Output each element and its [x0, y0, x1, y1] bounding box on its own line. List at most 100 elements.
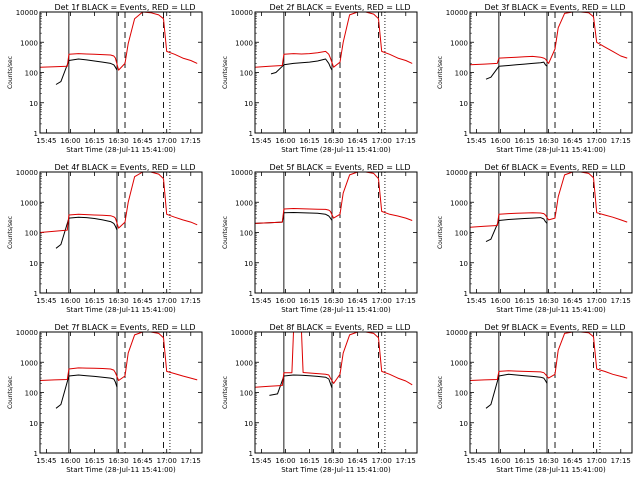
y-axis-label: Counts/sec [222, 56, 229, 89]
y-tick-label: 10000 [446, 329, 468, 337]
x-tick-label: 16:30 [109, 137, 129, 145]
y-axis-label: Counts/sec [7, 376, 14, 409]
y-tick-label: 10 [29, 100, 38, 108]
plot-frame [254, 171, 418, 294]
events-series-line [55, 58, 118, 85]
x-tick-label: 17:15 [181, 297, 201, 305]
y-tick-label: 100 [240, 230, 253, 238]
y-tick-label: 10000 [16, 9, 38, 17]
y-tick-label: 10000 [231, 329, 253, 337]
y-axis-label: Counts/sec [437, 376, 444, 409]
y-tick-label: 1 [464, 450, 468, 458]
y-tick-label: 10 [29, 420, 38, 428]
x-tick-label: 16:00 [275, 457, 295, 465]
x-tick-label: 16:30 [109, 457, 129, 465]
y-tick-label: 1000 [235, 39, 253, 47]
x-tick-label: 17:00 [157, 297, 177, 305]
y-tick-label: 100 [455, 230, 468, 238]
x-tick-label: 17:15 [396, 297, 416, 305]
panel-title: Det 4f BLACK = Events, RED = LLD [54, 163, 195, 172]
x-tick-label: 16:45 [348, 297, 368, 305]
x-tick-label: 15:45 [36, 137, 56, 145]
x-axis-label: Start Time (28-Jul-11 15:41:00) [496, 306, 606, 314]
x-tick-label: 16:45 [133, 137, 153, 145]
lld-series-line [254, 331, 413, 388]
x-tick-label: 16:00 [60, 297, 80, 305]
x-tick-label: 17:15 [611, 457, 631, 465]
y-tick-label: 10 [459, 420, 468, 428]
x-axis-label: Start Time (28-Jul-11 15:41:00) [496, 466, 606, 474]
panel-title: Det 1f BLACK = Events, RED = LLD [54, 3, 195, 12]
y-tick-label: 10 [244, 260, 253, 268]
y-tick-label: 100 [25, 390, 38, 398]
lld-series-line [254, 171, 413, 224]
x-tick-label: 17:00 [587, 137, 607, 145]
panel-6: Det 6f BLACK = Events, RED = LLD 1 10 100 10… [437, 163, 633, 314]
lld-series-line [254, 11, 413, 68]
y-tick-label: 1000 [20, 359, 38, 367]
plot-frame [39, 11, 203, 134]
x-tick-label: 16:15 [514, 297, 534, 305]
panel-1: Det 1f BLACK = Events, RED = LLD 1 10 100 10… [7, 3, 203, 154]
x-tick-label: 16:30 [324, 457, 344, 465]
plot-frame [469, 331, 633, 454]
panel-9: Det 9f BLACK = Events, RED = LLD 1 10 100 10… [437, 323, 633, 474]
x-axis-label: Start Time (28-Jul-11 15:41:00) [281, 146, 391, 154]
x-tick-label: 17:15 [396, 457, 416, 465]
y-axis-label: Counts/sec [222, 376, 229, 409]
panel-title: Det 3f BLACK = Events, RED = LLD [484, 3, 625, 12]
events-series-line [485, 61, 548, 80]
x-tick-label: 16:45 [348, 137, 368, 145]
y-axis-label: Counts/sec [7, 216, 14, 249]
y-tick-label: 10000 [446, 9, 468, 17]
x-tick-label: 16:15 [84, 137, 104, 145]
x-axis-label: Start Time (28-Jul-11 15:41:00) [496, 146, 606, 154]
x-tick-label: 16:45 [563, 137, 583, 145]
y-tick-label: 1 [34, 290, 38, 298]
x-tick-label: 16:30 [539, 137, 559, 145]
y-axis-label: Counts/sec [222, 216, 229, 249]
plot-frame [39, 331, 203, 454]
plot-frame [254, 331, 418, 454]
x-tick-label: 15:45 [36, 457, 56, 465]
x-tick-label: 16:00 [490, 137, 510, 145]
x-tick-label: 17:15 [396, 137, 416, 145]
plot-frame [39, 171, 203, 294]
x-tick-label: 16:00 [275, 297, 295, 305]
events-series-line [485, 373, 548, 409]
lld-series-line [469, 11, 628, 66]
y-tick-label: 100 [240, 390, 253, 398]
y-tick-label: 1 [249, 130, 253, 138]
y-tick-label: 100 [240, 70, 253, 78]
panel-title: Det 6f BLACK = Events, RED = LLD [484, 163, 625, 172]
x-tick-label: 17:00 [372, 457, 392, 465]
y-tick-label: 1 [34, 130, 38, 138]
y-tick-label: 1000 [450, 359, 468, 367]
x-tick-label: 15:45 [251, 137, 271, 145]
x-axis-label: Start Time (28-Jul-11 15:41:00) [66, 306, 176, 314]
panel-title: Det 7f BLACK = Events, RED = LLD [54, 323, 195, 332]
y-tick-label: 1 [249, 290, 253, 298]
panel-2: Det 2f BLACK = Events, RED = LLD 1 10 100 10… [222, 3, 418, 154]
y-tick-label: 100 [455, 70, 468, 78]
x-tick-label: 17:00 [372, 137, 392, 145]
events-series-line [254, 212, 333, 224]
x-tick-label: 16:30 [324, 137, 344, 145]
y-tick-label: 1000 [235, 359, 253, 367]
x-axis-label: Start Time (28-Jul-11 15:41:00) [281, 306, 391, 314]
x-tick-label: 16:15 [299, 137, 319, 145]
x-tick-label: 16:15 [299, 297, 319, 305]
y-tick-label: 1000 [450, 199, 468, 207]
x-tick-label: 16:45 [133, 457, 153, 465]
y-tick-label: 10000 [16, 169, 38, 177]
x-tick-label: 16:00 [275, 137, 295, 145]
lld-series-line [469, 331, 628, 381]
events-series-line [485, 217, 548, 243]
x-tick-label: 15:45 [36, 297, 56, 305]
events-series-line [270, 58, 333, 75]
x-axis-label: Start Time (28-Jul-11 15:41:00) [66, 146, 176, 154]
x-tick-label: 16:15 [84, 457, 104, 465]
x-tick-label: 16:15 [514, 137, 534, 145]
y-tick-label: 10 [459, 260, 468, 268]
